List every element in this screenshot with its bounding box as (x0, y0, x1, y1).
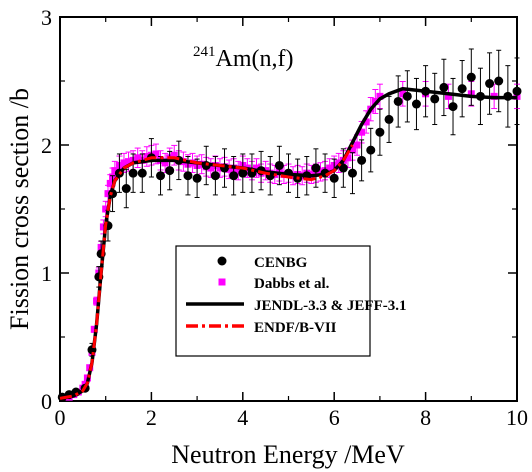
y-tick-label: 1 (41, 261, 52, 286)
legend: CENBG Dabbs et al. JENDL-3.3 & JEFF-3.1 … (175, 245, 407, 357)
reaction-annotation: 241Am(n,f) (193, 44, 293, 72)
dabbs-point (326, 164, 334, 172)
cenbg-point (384, 114, 394, 124)
dabbs-point (353, 141, 361, 149)
dabbs-point (143, 153, 151, 161)
cenbg-point (457, 84, 467, 94)
y-tick-label: 3 (41, 5, 52, 30)
annotation-superscript: 241 (193, 44, 216, 60)
dabbs-point (104, 190, 112, 198)
cenbg-point (366, 145, 376, 155)
legend-marker-dabbs (218, 278, 226, 286)
dabbs-point (111, 167, 119, 175)
cenbg-point (439, 82, 449, 92)
cenbg-point (448, 102, 458, 112)
cenbg-point (347, 168, 357, 178)
cenbg-point (121, 184, 131, 194)
cenbg-point (192, 173, 202, 183)
x-tick-label: 10 (506, 405, 528, 430)
axis-ticks: 0 2 4 6 8 10 0 1 2 3 (41, 5, 528, 430)
dabbs-point (444, 92, 452, 100)
annotation-text: Am(n,f) (216, 46, 294, 72)
dabbs-point (316, 168, 324, 176)
cenbg-point (494, 76, 504, 86)
dabbs-point (134, 154, 142, 162)
dabbs-point (225, 165, 233, 173)
cenbg-point (485, 79, 495, 89)
x-tick-label: 8 (420, 405, 431, 430)
endf-b-vii-line (59, 144, 354, 400)
dabbs-point (399, 90, 407, 98)
cenbg-point (338, 163, 348, 173)
dabbs-point (102, 205, 110, 213)
dabbs-point (253, 164, 261, 172)
cenbg-point (393, 96, 403, 106)
legend-box (175, 245, 371, 357)
dabbs-point (348, 146, 356, 154)
cenbg-point (183, 171, 193, 181)
dabbs-point (120, 159, 128, 167)
cenbg-point (137, 168, 147, 178)
dabbs-point (125, 158, 133, 166)
cenbg-point (238, 168, 248, 178)
cenbg-point (512, 86, 522, 96)
legend-label-endf: ENDF/B-VII (254, 320, 337, 336)
cenbg-point (311, 163, 321, 173)
x-tick-label: 4 (237, 405, 248, 430)
legend-marker-cenbg (217, 256, 227, 266)
dabbs-point (216, 164, 224, 172)
x-tick-label: 2 (146, 405, 157, 430)
dabbs-point (106, 179, 114, 187)
dabbs-point (152, 150, 160, 158)
dabbs-point (161, 159, 169, 167)
dabbs-point (376, 92, 384, 100)
cenbg-point (466, 72, 476, 82)
cenbg-point (329, 173, 339, 183)
cenbg-point (274, 160, 284, 170)
dabbs-point (207, 164, 215, 172)
legend-label-dabbs: Dabbs et al. (254, 276, 330, 292)
cenbg-point (165, 166, 175, 176)
cenbg-point (411, 99, 421, 109)
dabbs-point (234, 167, 242, 175)
x-axis-title: Neutron Energy /MeV (171, 440, 405, 469)
y-tick-label: 0 (41, 389, 52, 414)
cenbg-point (375, 127, 385, 137)
legend-label-cenbg: CENBG (254, 255, 308, 271)
cenbg-point (402, 91, 412, 101)
dabbs-point (99, 223, 107, 231)
cenbg-point (229, 171, 239, 181)
x-tick-label: 0 (55, 405, 66, 430)
x-tick-label: 6 (329, 405, 340, 430)
cenbg-point (357, 155, 367, 165)
y-axis-title: Fission cross section /b (5, 88, 34, 330)
data-layer (57, 48, 522, 402)
cenbg-point (210, 171, 220, 181)
dabbs-point (93, 297, 101, 305)
cenbg-point (128, 168, 138, 178)
legend-label-jendl: JENDL-3.3 & JEFF-3.1 (254, 298, 407, 314)
cenbg-point (430, 94, 440, 104)
dabbs-point (344, 154, 352, 162)
dabbs-point (358, 128, 366, 136)
cenbg-point (156, 171, 166, 181)
dabbs-point (362, 118, 370, 126)
y-tick-label: 2 (41, 133, 52, 158)
dabbs-point (170, 151, 178, 159)
